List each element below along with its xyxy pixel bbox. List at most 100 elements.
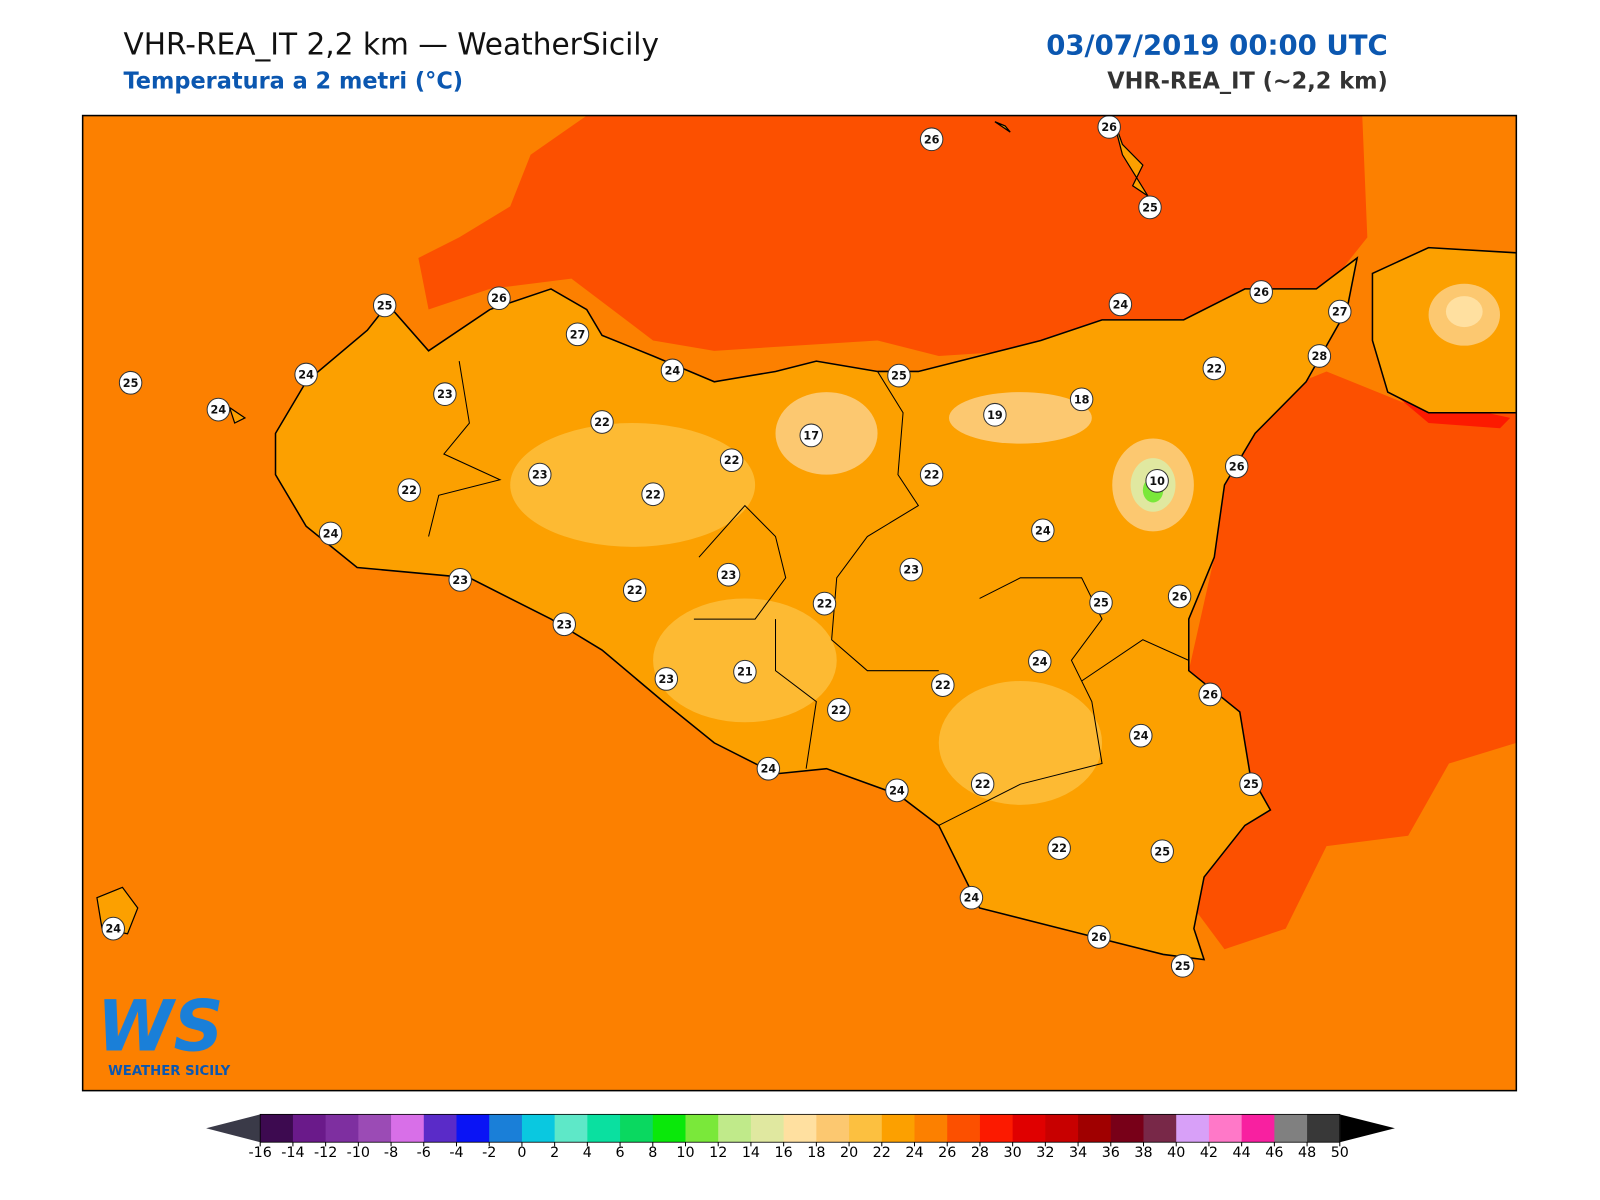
station-value: 26 [924, 133, 940, 146]
station-value: 24 [211, 404, 227, 417]
colorbar-bin [489, 1114, 523, 1143]
station-value: 23 [452, 574, 468, 587]
colorbar-bin [979, 1114, 1014, 1143]
station-value: 25 [123, 377, 139, 390]
station-value: 22 [831, 704, 847, 717]
subtitle: Temperatura a 2 metri (°C) [123, 69, 463, 95]
station-marker [1150, 839, 1174, 864]
station-value: 17 [803, 429, 819, 442]
station-marker [397, 478, 421, 502]
station-value: 24 [964, 892, 980, 905]
station-marker [1239, 772, 1263, 797]
colorbar-bin [423, 1114, 458, 1143]
logo-mark: WS [97, 986, 223, 1067]
colorbar-tick-label: -14 [281, 1145, 304, 1161]
station-value: 25 [1154, 845, 1170, 858]
colorbar-bin [587, 1114, 621, 1143]
station-marker [983, 402, 1007, 427]
station-value: 24 [1133, 730, 1149, 743]
station-value: 24 [665, 364, 681, 377]
station-marker [1202, 356, 1227, 381]
station-marker [1198, 682, 1222, 707]
station-marker [887, 363, 911, 388]
station-marker [552, 612, 577, 637]
islands [96, 115, 1149, 935]
station-marker [1167, 584, 1192, 609]
station-marker [448, 568, 472, 592]
colorbar-tick-label: 16 [775, 1145, 793, 1161]
station-value: 24 [105, 923, 121, 936]
station-value: 22 [401, 484, 417, 497]
station-value: 22 [924, 469, 940, 482]
station-value: 23 [903, 564, 919, 577]
station-value: 18 [1074, 393, 1090, 406]
colorbar-over [1339, 1114, 1395, 1143]
station-value: 26 [1253, 286, 1269, 299]
station-marker [1089, 590, 1113, 615]
colorbar-bin [947, 1114, 981, 1143]
station-marker [565, 322, 590, 347]
station-marker [1028, 649, 1052, 674]
station-value: 22 [1051, 842, 1067, 855]
colorbar-tick-label: 26 [938, 1145, 956, 1161]
colorbar-tick-label: 14 [742, 1145, 760, 1161]
station-value: 23 [556, 618, 572, 631]
station-value: 25 [891, 370, 907, 383]
station-marker [641, 482, 665, 507]
colorbar-bin [358, 1114, 392, 1143]
station-marker [959, 885, 984, 910]
station-marker [1031, 518, 1055, 543]
cool-patch [948, 392, 1092, 444]
model-label: VHR-REA_IT (~2,2 km) [1107, 69, 1388, 95]
station-value: 24 [298, 369, 314, 382]
station-value: 25 [1243, 778, 1259, 791]
station-value: 26 [1202, 688, 1218, 701]
colorbar-bin [292, 1114, 327, 1143]
province-borders [428, 361, 1189, 826]
datetime: 03/07/2019 00:00 UTC [1046, 29, 1388, 62]
station-value: 23 [437, 388, 453, 401]
colorbar-bin [849, 1114, 883, 1143]
colorbar-bin [816, 1114, 850, 1143]
cool-patch [938, 680, 1103, 805]
station-value: 22 [975, 778, 991, 791]
colorbar-tick-label: 28 [971, 1145, 989, 1161]
colorbar-bin [1110, 1114, 1145, 1143]
station-value: 19 [987, 409, 1003, 422]
colorbar-tick-label: 40 [1167, 1145, 1185, 1161]
station-value: 24 [1032, 655, 1048, 668]
station-marker [118, 370, 143, 395]
station-marker [1225, 454, 1249, 479]
station-marker [719, 448, 744, 473]
station-marker [1170, 953, 1195, 978]
station-marker [590, 410, 614, 434]
station-marker [206, 397, 231, 422]
station-marker [1097, 115, 1121, 139]
station-value: 25 [1142, 201, 1158, 214]
colorbar-tick-label: 8 [648, 1145, 657, 1161]
colorbar-bin [554, 1114, 588, 1143]
colorbar-tick-label: -6 [417, 1145, 431, 1161]
colorbar-bin [881, 1114, 916, 1143]
colorbar-tick-label: -10 [347, 1145, 370, 1161]
colorbar-bin [521, 1114, 556, 1143]
station-value: 22 [817, 598, 833, 611]
colorbar-tick-label: 2 [550, 1145, 559, 1161]
colorbar-tick-label: -8 [384, 1145, 398, 1161]
station-value: 22 [594, 416, 610, 429]
colorbar-tick-label: 24 [905, 1145, 923, 1161]
colorbar-bin [783, 1114, 817, 1143]
station-marker [1108, 292, 1133, 317]
station-value: 26 [491, 292, 507, 305]
colorbar-bin [1012, 1114, 1046, 1143]
station-marker [716, 562, 741, 587]
station-marker [812, 591, 837, 616]
station-marker [1047, 836, 1071, 861]
station-marker [827, 698, 851, 722]
colorbar-tick-label: 36 [1102, 1145, 1120, 1161]
colorbar-tick-label: -16 [249, 1145, 272, 1161]
station-marker [101, 916, 125, 941]
station-marker [487, 286, 511, 311]
colorbar-bin [260, 1114, 294, 1143]
